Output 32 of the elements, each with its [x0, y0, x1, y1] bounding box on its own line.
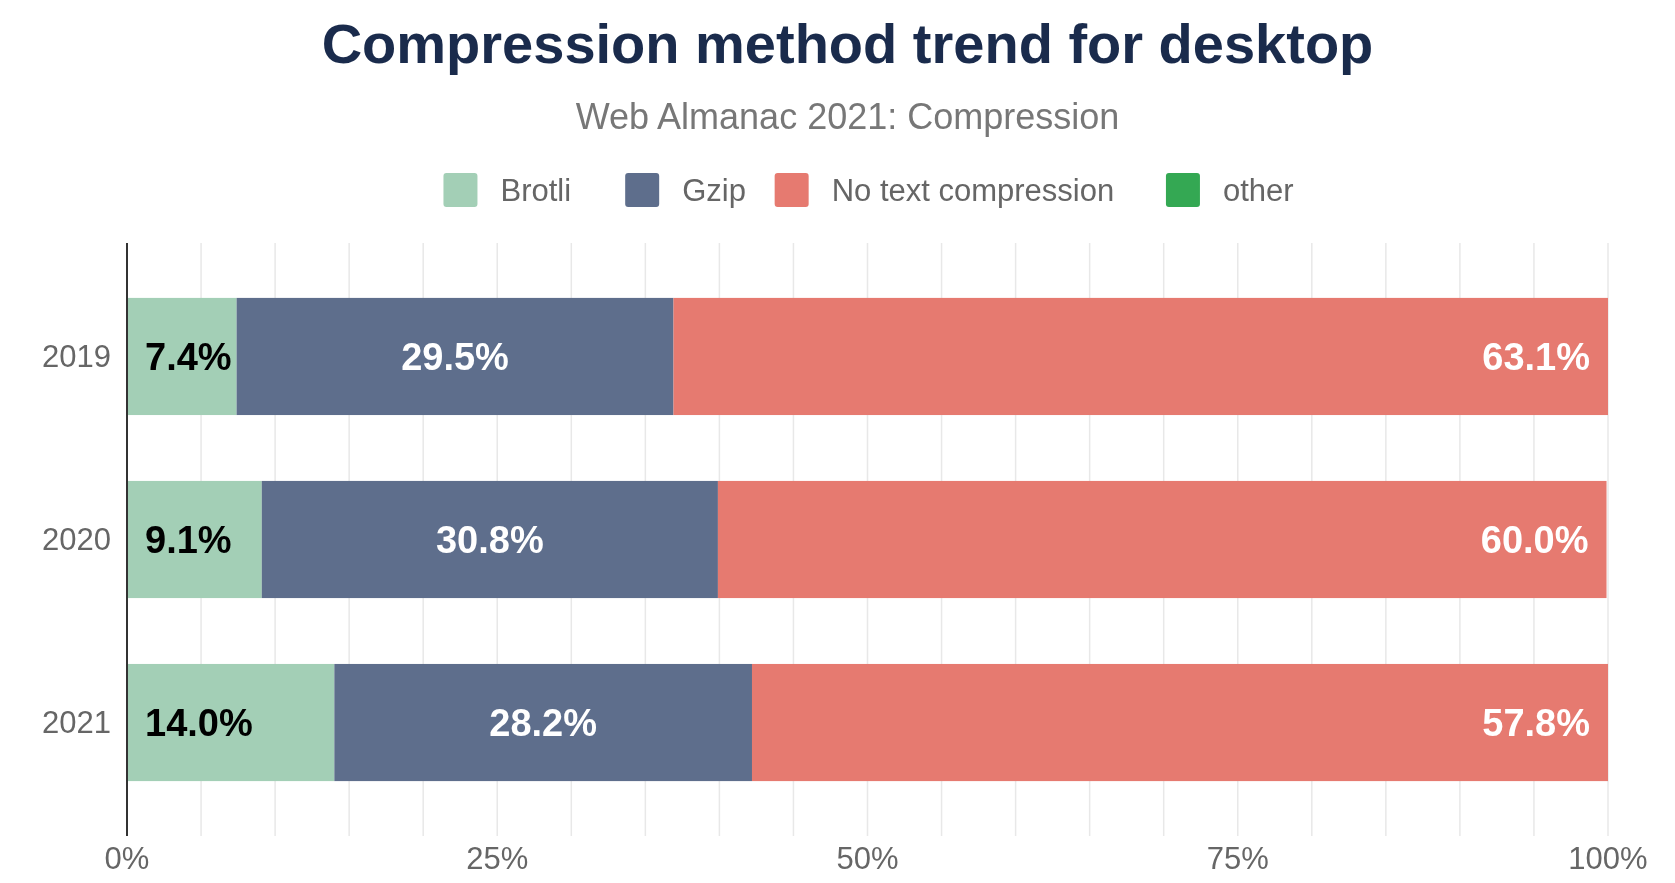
bar: [127, 480, 262, 599]
x-tick-label: 75%: [1206, 841, 1269, 876]
y-tick-label: 2020: [42, 522, 111, 558]
legend-label: other: [1222, 172, 1294, 208]
y-tick-label: 2019: [42, 339, 111, 375]
data-label: 28.2%: [489, 701, 598, 744]
data-label: 60.0%: [1480, 518, 1589, 561]
data-label: 30.8%: [435, 518, 544, 561]
data-label: 29.5%: [401, 335, 509, 378]
chart-subtitle: Web Almanac 2021: Compression: [575, 96, 1120, 137]
bar: [127, 297, 237, 416]
chart-title: Compression method trend for desktop: [321, 12, 1374, 75]
data-label: 57.8%: [1482, 701, 1590, 744]
legend-label: Gzip: [682, 172, 746, 208]
bar: [127, 663, 335, 782]
bar: [673, 297, 1608, 416]
bar: [334, 663, 752, 782]
x-tick-label: 50%: [836, 841, 899, 876]
data-label: 14.0%: [145, 701, 253, 744]
legend-label: No text compression: [831, 172, 1115, 208]
bar: [751, 663, 1608, 782]
bar: [236, 297, 674, 416]
data-label: 7.4%: [145, 335, 232, 378]
bar: [261, 480, 718, 599]
y-tick-label: 2021: [42, 705, 111, 741]
x-tick-label: 25%: [466, 841, 529, 876]
bar: [717, 480, 1607, 599]
x-tick-label: 0%: [104, 841, 150, 876]
x-tick-label: 100%: [1568, 841, 1648, 876]
data-label: 63.1%: [1482, 335, 1590, 378]
legend-label: Brotli: [500, 172, 572, 208]
data-label: 9.1%: [145, 518, 232, 561]
